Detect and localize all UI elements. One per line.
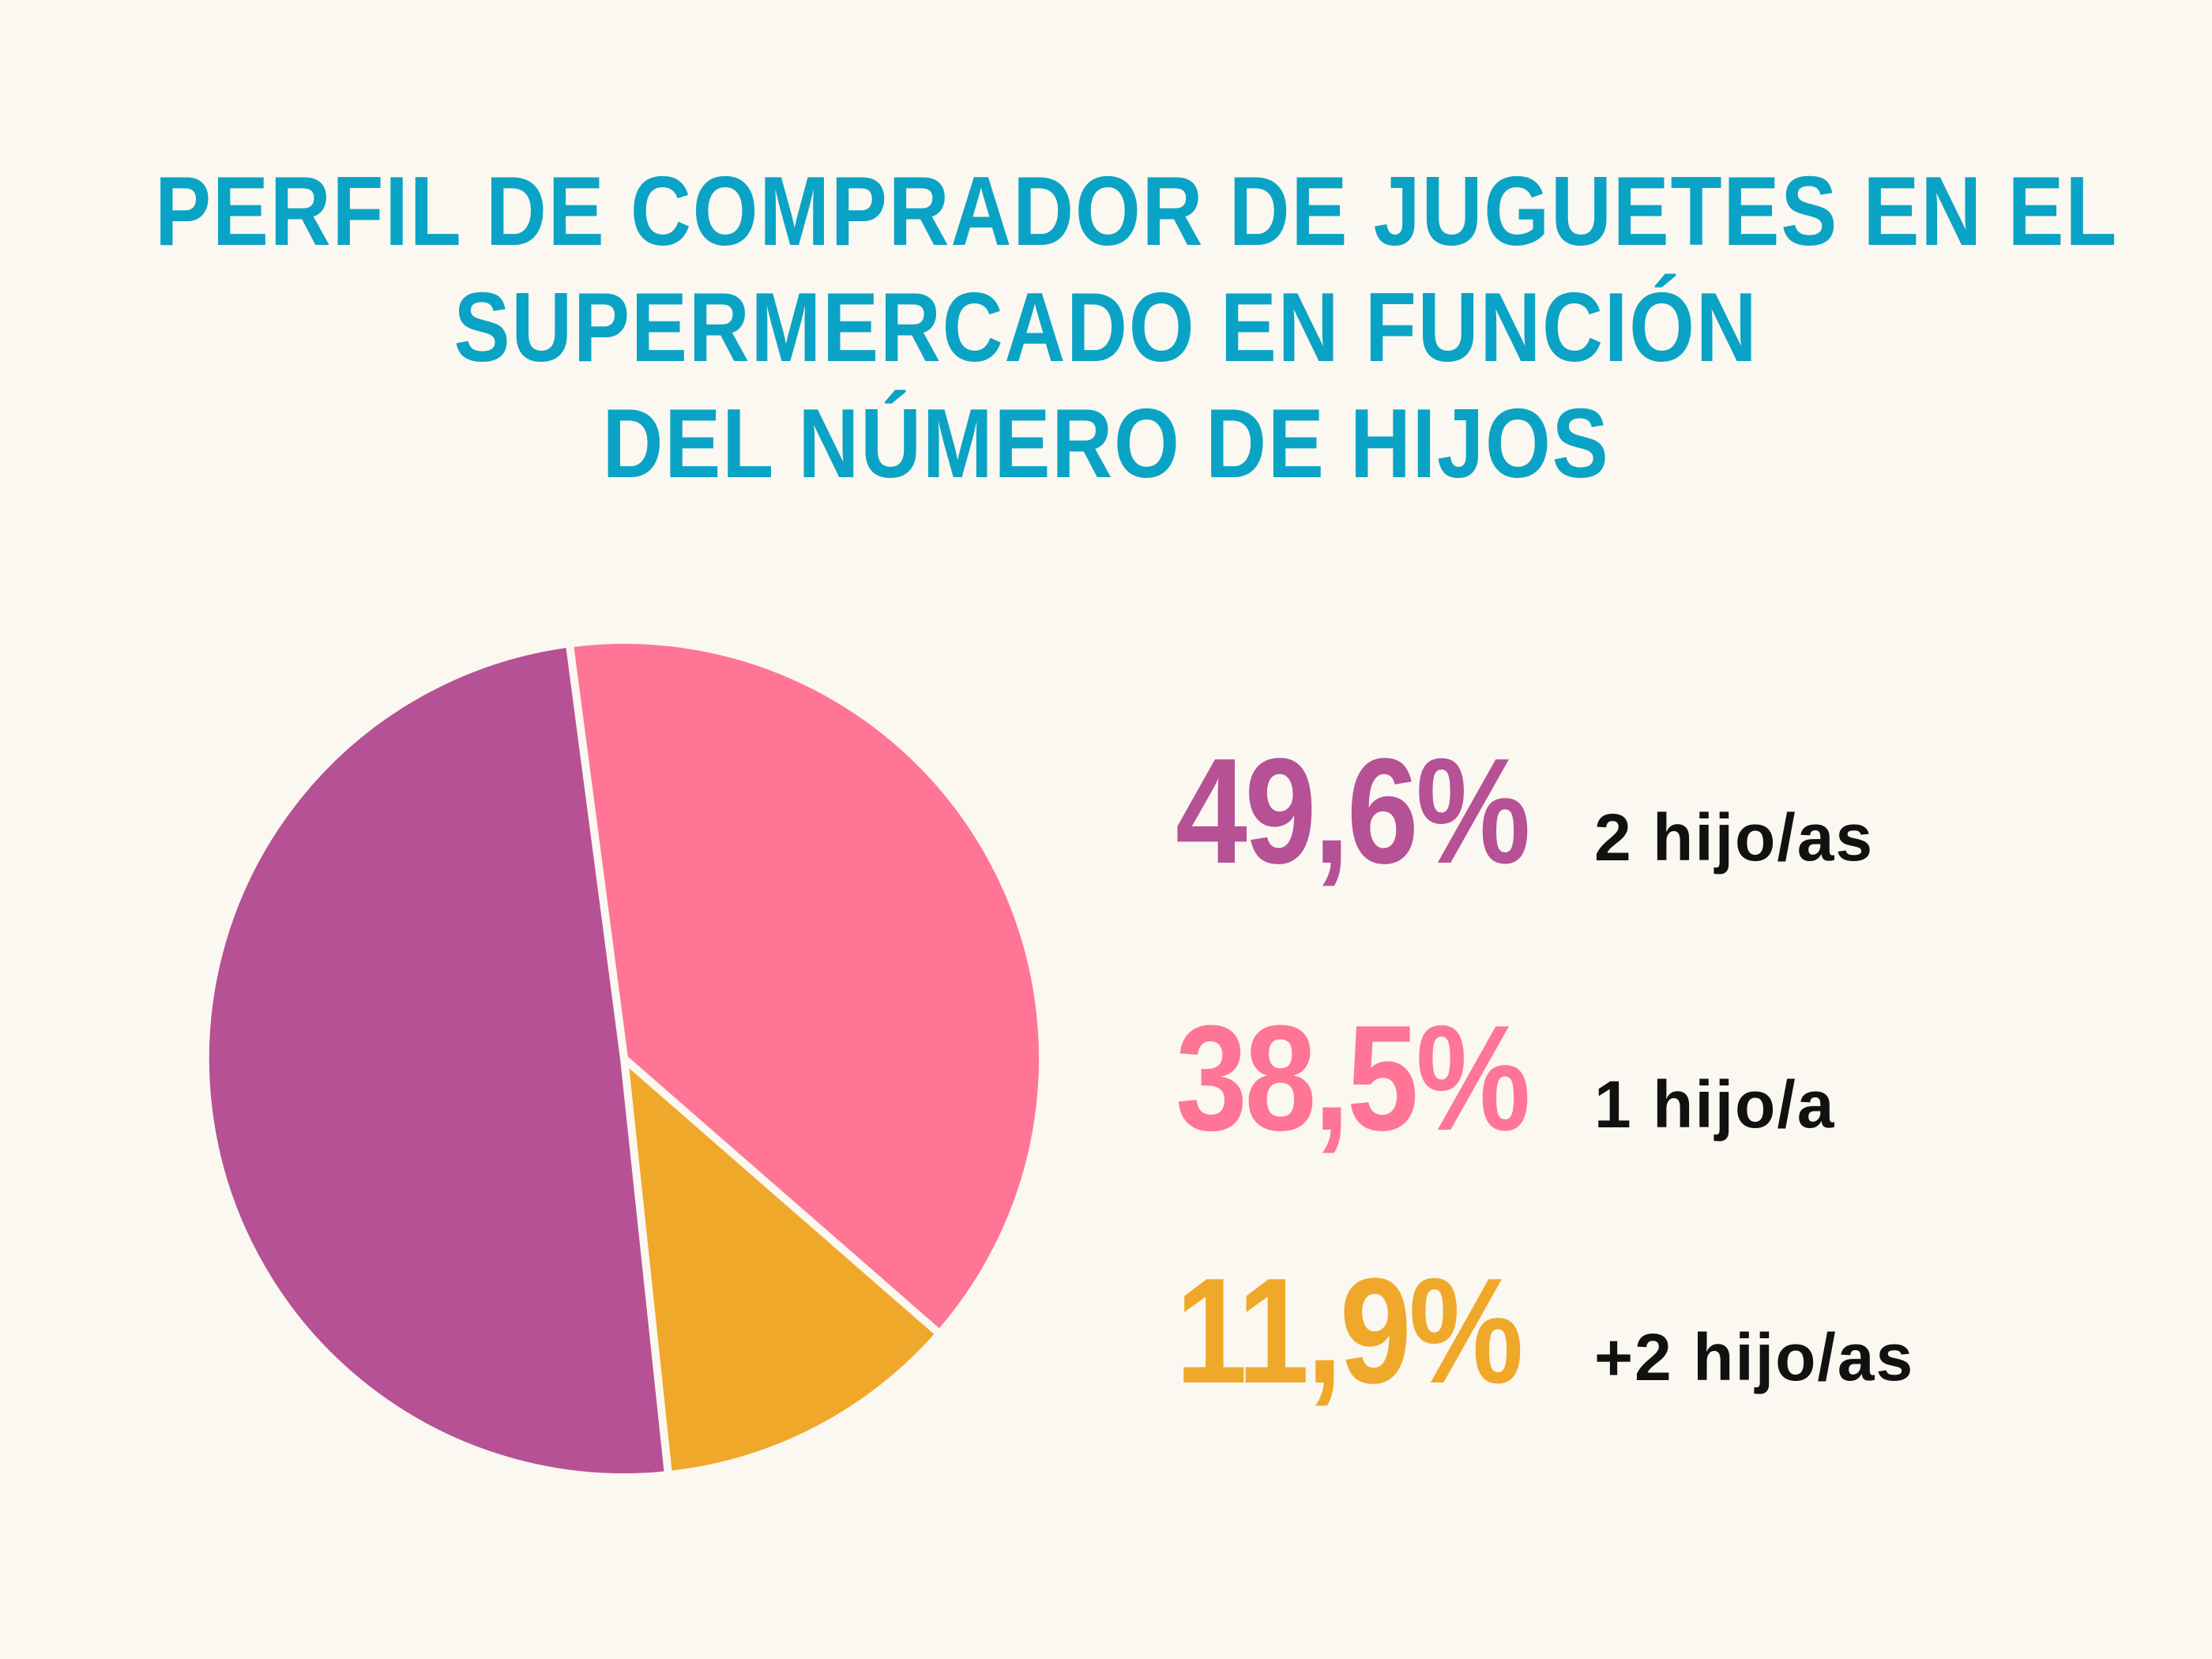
legend-label-2-hijos: 2 hijo/as xyxy=(1594,800,1875,875)
legend-value-2-hijos: 49,6% xyxy=(1176,728,1531,895)
legend-label-mas-2-hijos: +2 hijo/as xyxy=(1594,1320,1915,1394)
legend-value-1-hijo: 38,5% xyxy=(1176,995,1531,1162)
title-line-3: DEL NÚMERO DE HIJOS xyxy=(602,389,1610,498)
pie-slice-mas-2-hijos xyxy=(620,1055,944,1479)
legend-value-mas-2-hijos: 11,9% xyxy=(1176,1247,1524,1415)
title-line-1: PERFIL DE COMPRADOR DE JUGUETES EN EL xyxy=(155,157,2119,266)
pie-slice-1-hijo xyxy=(565,636,1048,1338)
chart-title: PERFIL DE COMPRADOR DE JUGUETES EN EL SU… xyxy=(155,154,2119,502)
pie-slice-2-hijos xyxy=(201,639,672,1481)
title-line-2: SUPERMERCADO EN FUNCIÓN xyxy=(453,273,1759,382)
legend-label-1-hijo: 1 hijo/a xyxy=(1594,1067,1836,1142)
